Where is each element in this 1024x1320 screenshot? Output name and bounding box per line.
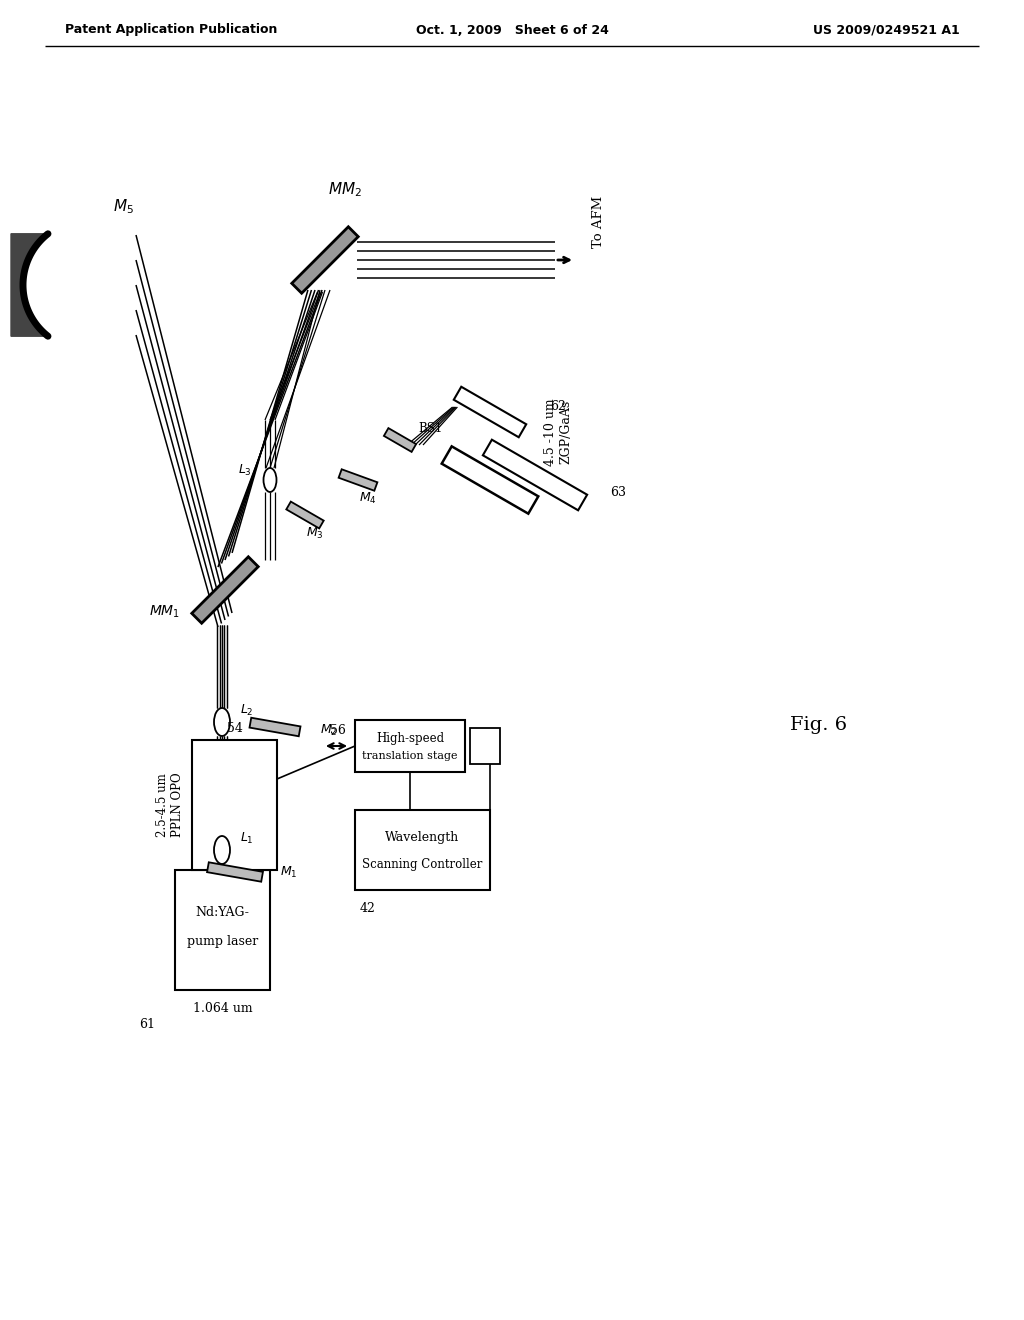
- Text: pump laser: pump laser: [186, 936, 258, 949]
- Bar: [355, 719, 465, 772]
- Text: BS1: BS1: [418, 421, 442, 434]
- Polygon shape: [11, 234, 48, 337]
- Text: Oct. 1, 2009   Sheet 6 of 24: Oct. 1, 2009 Sheet 6 of 24: [416, 24, 608, 37]
- Text: $MM_1$: $MM_1$: [148, 603, 180, 620]
- Ellipse shape: [214, 708, 230, 737]
- Text: $MM_2$: $MM_2$: [328, 181, 362, 199]
- Text: 4.5 -10 um
ZGP/GaAs: 4.5 -10 um ZGP/GaAs: [544, 399, 572, 466]
- Text: $M_2$: $M_2$: [319, 722, 337, 738]
- Ellipse shape: [263, 469, 276, 492]
- Text: Wavelength: Wavelength: [385, 832, 460, 845]
- Text: $M_4$: $M_4$: [359, 491, 377, 506]
- Text: $M_3$: $M_3$: [306, 525, 324, 541]
- Text: 54: 54: [226, 722, 243, 734]
- Bar: [355, 810, 490, 890]
- Text: $L_3$: $L_3$: [239, 462, 252, 478]
- Polygon shape: [250, 718, 300, 737]
- Polygon shape: [287, 502, 324, 528]
- Polygon shape: [292, 227, 358, 293]
- Text: Scanning Controller: Scanning Controller: [362, 858, 482, 871]
- Text: 42: 42: [360, 902, 376, 915]
- Text: Patent Application Publication: Patent Application Publication: [65, 24, 278, 37]
- Text: To AFM: To AFM: [592, 195, 604, 248]
- Text: High-speed: High-speed: [376, 731, 444, 744]
- Text: 63: 63: [610, 487, 626, 499]
- Polygon shape: [339, 470, 378, 491]
- Text: 1.064 um: 1.064 um: [193, 1002, 252, 1015]
- Text: $L_2$: $L_2$: [240, 702, 254, 718]
- Text: $M_5$: $M_5$: [113, 198, 134, 216]
- Bar: [193, 741, 278, 870]
- Text: $M_1$: $M_1$: [280, 865, 298, 879]
- Text: $L_1$: $L_1$: [240, 830, 254, 846]
- Text: Fig. 6: Fig. 6: [790, 715, 847, 734]
- Text: 56: 56: [330, 725, 346, 738]
- Text: 2.5-4.5 um
PPLN OPO: 2.5-4.5 um PPLN OPO: [156, 772, 184, 837]
- Text: 62: 62: [550, 400, 566, 413]
- Polygon shape: [191, 557, 258, 623]
- Bar: [470, 729, 500, 764]
- Bar: [175, 870, 270, 990]
- Polygon shape: [483, 440, 587, 511]
- Text: 61: 61: [139, 1019, 155, 1031]
- Polygon shape: [207, 862, 263, 882]
- Polygon shape: [384, 428, 416, 451]
- Text: Nd:YAG-: Nd:YAG-: [196, 906, 250, 919]
- Ellipse shape: [214, 836, 230, 865]
- Polygon shape: [454, 387, 526, 437]
- Polygon shape: [441, 446, 539, 513]
- Text: translation stage: translation stage: [362, 751, 458, 762]
- Text: US 2009/0249521 A1: US 2009/0249521 A1: [813, 24, 961, 37]
